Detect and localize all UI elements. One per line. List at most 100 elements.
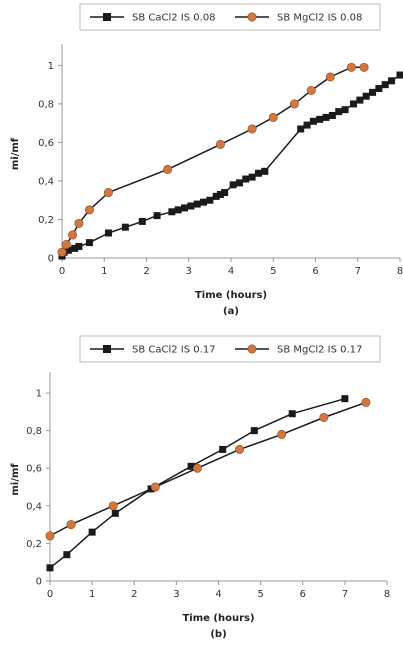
data-point-square [174,206,182,214]
data-point-circle [247,124,257,134]
data-point-square [369,88,377,96]
data-point-square [328,111,336,119]
x-tick-label: 4 [228,266,234,277]
data-point-circle [277,429,287,439]
data-point-circle [235,444,245,454]
series-cacl2 [46,395,349,572]
x-tick-label: 5 [257,589,263,600]
data-point-square [71,244,79,252]
data-point-circle [346,62,356,72]
data-point-square [138,217,146,225]
y-tick-label: 1 [36,389,42,400]
y-tick-label: 0,6 [38,138,54,149]
data-point-circle [289,99,299,109]
x-tick-label: 0 [59,266,65,277]
data-point-square [104,229,112,237]
legend-label: SB CaCl2 IS 0.17 [132,345,216,356]
y-tick-label: 0,4 [38,176,54,187]
data-point-square [187,462,195,470]
series-line [61,74,401,257]
data-point-circle [359,62,369,72]
x-tick-label: 7 [355,266,361,277]
x-tick-label: 1 [101,266,107,277]
chart-panel-a: SB CaCl2 IS 0.08 SB MgCl2 IS 0.08 0 0,2 0,4 0… [10,3,403,317]
data-point-square [168,208,176,216]
data-point-square [121,223,129,231]
y-tick-label: 0 [36,577,42,588]
x-tick-label: 2 [143,266,149,277]
series-mgcl2 [57,62,369,257]
data-point-square [212,192,220,200]
data-point-square [88,528,96,536]
data-point-square [193,200,201,208]
legend-box [79,3,381,31]
data-point-circle [325,72,335,82]
legend-label: SB MgCl2 IS 0.08 [277,13,362,24]
data-point-square [181,204,189,212]
chart-panel-b: SB CaCl2 IS 0.17 SB MgCl2 IS 0.17 0 0,2 0,4 0… [10,335,390,640]
data-point-circle [192,463,202,473]
legend-box [79,335,381,363]
data-point-square [396,71,403,79]
data-point-circle [361,397,371,407]
data-point-square [153,212,161,220]
data-point-circle [163,164,173,174]
data-point-circle [319,412,329,422]
y-tick-label: 0,8 [26,426,42,437]
x-tick-label: 5 [270,266,276,277]
legend-marker-square [103,345,111,353]
data-point-square [242,175,250,183]
legend-marker-circle [247,12,257,22]
data-point-square [200,198,208,206]
y-tick-label: 0,6 [26,464,42,475]
data-point-circle [150,482,160,492]
x-tick-label: 1 [89,589,95,600]
data-point-square [322,113,330,121]
x-tick-label: 3 [173,589,179,600]
legend-marker-circle [247,344,257,354]
data-point-square [375,85,383,93]
data-point-square [250,427,258,435]
x-axis-label: Time (hours) [195,290,267,301]
data-point-square [350,100,358,108]
data-point-square [341,106,349,114]
legend: SB CaCl2 IS 0.08 SB MgCl2 IS 0.08 [79,3,381,31]
y-axis-label: mi/mf [10,137,21,170]
y-tick-label: 0,2 [26,539,42,550]
data-point-square [335,108,343,116]
data-point-square [316,115,324,123]
series-mgcl2 [45,397,371,541]
data-point-square [187,202,195,210]
legend: SB CaCl2 IS 0.17 SB MgCl2 IS 0.17 [79,335,381,363]
data-point-circle [306,85,316,95]
legend-label: SB MgCl2 IS 0.17 [277,345,362,356]
data-point-circle [66,520,76,530]
data-point-square [75,242,83,250]
data-point-square [356,96,364,104]
data-point-square [219,445,227,453]
data-point-square [235,179,243,187]
data-point-square [63,551,71,559]
panel-label: (a) [223,306,239,317]
data-point-square [381,81,389,89]
legend-label: SB CaCl2 IS 0.08 [132,13,216,24]
data-point-circle [74,218,84,228]
x-tick-label: 4 [215,589,221,600]
data-point-square [46,564,54,572]
x-tick-label: 0 [47,589,53,600]
data-point-square [388,77,396,85]
data-point-circle [108,501,118,511]
data-point-circle [268,112,278,122]
data-point-square [362,92,370,100]
x-tick-label: 6 [312,266,318,277]
data-point-square [297,125,305,133]
data-point-circle [103,188,113,198]
data-point-square [221,189,229,197]
series-cacl2 [58,71,403,260]
y-tick-label: 0,2 [38,215,54,226]
panel-label: (b) [210,629,226,640]
x-tick-label: 3 [186,266,192,277]
data-point-square [229,181,237,189]
data-point-circle [57,247,67,257]
